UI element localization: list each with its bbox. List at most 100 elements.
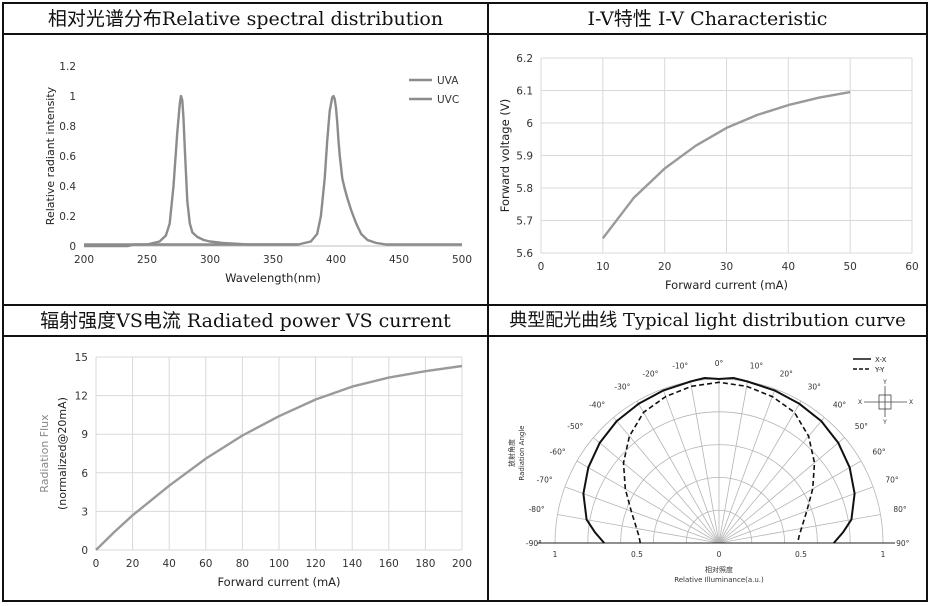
polar-radial-tick-label: 1	[553, 550, 558, 559]
spectral-ytick-label: 1.2	[59, 61, 76, 73]
polar-radial-tick-label: 0.5	[631, 550, 643, 559]
iv-x-axis-title: Forward current (mA)	[665, 278, 788, 292]
polar-y-axis-title: Radiation Angle	[518, 425, 526, 480]
polar-symbol-box	[878, 394, 892, 410]
polar-symbol-label-bottom: Y	[882, 419, 887, 426]
power-ytick-label: 15	[75, 352, 88, 364]
polar-spoke	[718, 388, 776, 544]
polar-angle-label: -40°	[589, 400, 605, 409]
iv-xtick-label: 20	[658, 261, 671, 273]
polar-spoke	[593, 437, 720, 544]
power-ytick-label: 6	[81, 468, 88, 480]
polar-angle-label: 80°	[893, 505, 907, 514]
polar-angle-label: 70°	[885, 475, 899, 484]
table-divider-header-bottom	[4, 335, 926, 337]
power-y-axis-title: Radiation Flux	[38, 414, 51, 493]
power-xtick-label: 20	[126, 558, 139, 570]
iv-ytick-label: 5.9	[516, 151, 533, 163]
polar-spoke	[662, 388, 720, 544]
power-xtick-label: 100	[269, 558, 289, 570]
polar-legend: X-X Y-Y	[853, 356, 887, 374]
polar-symbol-label-left: X	[858, 399, 862, 406]
iv-xtick-label: 30	[720, 261, 733, 273]
spectral-xtick-label: 400	[326, 254, 346, 266]
iv-ytick-label: 5.7	[516, 216, 533, 228]
polar-spoke	[690, 381, 720, 544]
polar-spoke	[636, 400, 720, 544]
polar-symbol-label-top: Y	[882, 379, 887, 386]
iv-chart: 5.6 5.7 5.8 5.9 6 6.1 6.2 0 10 20 30 40 50 60 Forward …	[498, 53, 919, 292]
iv-ytick-label: 6.2	[516, 53, 533, 65]
spectral-xtick-label: 300	[200, 254, 220, 266]
power-ytick-label: 0	[81, 545, 88, 557]
polar-spoke	[718, 381, 748, 544]
polar-angle-label: 50°	[855, 422, 869, 431]
iv-xtick-label: 60	[905, 261, 918, 273]
power-xtick-label: 40	[163, 558, 176, 570]
polar-spoke	[576, 460, 720, 544]
polar-spoke	[718, 486, 874, 544]
polar-angle-label: 20°	[780, 370, 794, 379]
polar-angle-label: -50°	[567, 422, 583, 431]
polar-angle-label: 10°	[750, 362, 764, 371]
power-series-line-0	[95, 364, 463, 551]
power-xtick-label: 80	[236, 558, 249, 570]
polar-angle-label: -20°	[642, 370, 658, 379]
spectral-y-axis-title: Relative radiant intensity	[44, 86, 57, 225]
polar-spoke	[718, 514, 881, 544]
power-xtick-label: 0	[93, 558, 100, 570]
table-divider-header-top	[4, 33, 926, 35]
spectral-ytick-label: 1	[69, 91, 76, 103]
power-ytick-label: 12	[75, 391, 88, 403]
spectral-ytick-label: 0	[69, 241, 76, 253]
polar-angle-label: -70°	[537, 475, 553, 484]
table-divider-vertical	[487, 4, 489, 600]
polar-symbol-label-right: X	[909, 399, 913, 406]
radiated-power-chart: 0 3 6 9 12 15 0 20 40 60 80 100 120 140 160 180 200 Forwa…	[38, 352, 472, 589]
iv-xtick-label: 0	[538, 261, 545, 273]
spectral-ytick-label: 0.8	[59, 121, 76, 133]
power-xtick-label: 200	[452, 558, 472, 570]
light-distribution-chart: 0° 10° 20° 30° 40° 50° 60° 70° 80° 90° -10° -20° -30…	[507, 356, 913, 584]
polar-radial-tick-label: 1	[881, 550, 886, 559]
polar-spoke	[564, 486, 720, 544]
polar-angle-label: 60°	[872, 447, 886, 456]
polar-radial-tick-label: 0	[717, 550, 722, 559]
polar-legend-label-0: X-X	[875, 356, 887, 364]
spectral-legend-label-1: UVC	[437, 94, 459, 106]
header-spectral: 相对光谱分布Relative spectral distribution	[47, 8, 444, 30]
iv-ytick-label: 6.1	[516, 86, 533, 98]
header-light-distribution: 典型配光曲线 Typical light distribution curve	[509, 310, 906, 331]
spectral-xtick-label: 250	[137, 254, 157, 266]
spectral-xtick-label: 500	[452, 254, 472, 266]
spectral-xtick-label: 200	[74, 254, 94, 266]
polar-series-x-x	[582, 377, 856, 544]
iv-xtick-label: 10	[596, 261, 609, 273]
polar-angle-label: -30°	[614, 383, 630, 392]
header-radiated-power: 辐射强度VS电流 Radiated power VS current	[40, 310, 451, 332]
spectral-ytick-label: 0.2	[59, 211, 76, 223]
power-xtick-label: 60	[199, 558, 212, 570]
polar-angle-label: 0°	[715, 359, 724, 368]
polar-angle-label: 90°	[896, 539, 910, 548]
power-xtick-label: 140	[342, 558, 362, 570]
polar-radial-tick-label: 0.5	[795, 550, 807, 559]
polar-angle-label: -60°	[550, 447, 566, 456]
power-xtick-label: 120	[306, 558, 326, 570]
spectral-legend-label-0: UVA	[437, 75, 459, 87]
power-ytick-label: 9	[81, 429, 88, 441]
iv-ytick-label: 6	[526, 118, 533, 130]
table-divider-middle	[4, 304, 926, 306]
polar-angle-label: -90°	[526, 539, 542, 548]
spectral-chart: 0 0.2 0.4 0.6 0.8 1 1.2 200 250 300 350 400 450 500 Wa…	[44, 61, 472, 285]
spectral-x-axis-title: Wavelength(nm)	[225, 271, 321, 285]
iv-ytick-label: 5.8	[516, 183, 533, 195]
spectral-ytick-label: 0.4	[59, 181, 76, 193]
iv-y-axis-title: Forward voltage (V)	[498, 99, 512, 212]
polar-spoke	[557, 514, 720, 544]
polar-angle-label: 30°	[808, 383, 822, 392]
spectral-xtick-label: 450	[389, 254, 409, 266]
iv-ytick-label: 5.6	[516, 248, 533, 260]
